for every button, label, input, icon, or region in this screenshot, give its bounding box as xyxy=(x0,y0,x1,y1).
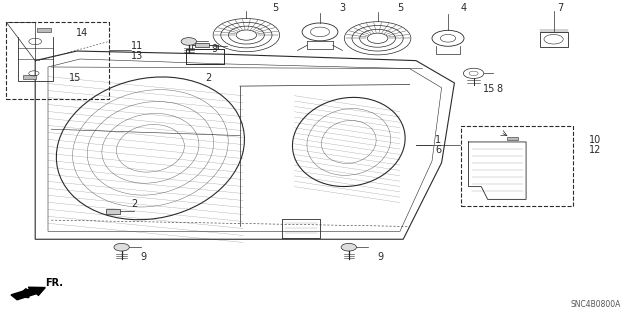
Text: FR.: FR. xyxy=(45,278,63,288)
Bar xyxy=(37,28,51,32)
Bar xyxy=(540,32,568,47)
Circle shape xyxy=(181,38,196,45)
Bar xyxy=(106,209,120,214)
Text: 5: 5 xyxy=(272,3,278,13)
Text: 1: 1 xyxy=(435,135,442,145)
Text: 9: 9 xyxy=(378,252,384,262)
Text: 2: 2 xyxy=(131,199,138,209)
FancyArrow shape xyxy=(11,287,45,300)
Bar xyxy=(507,137,518,140)
Text: 10: 10 xyxy=(589,135,601,145)
Text: 4: 4 xyxy=(461,3,467,13)
Text: 7: 7 xyxy=(557,3,563,13)
Circle shape xyxy=(341,243,356,251)
Text: 9: 9 xyxy=(211,44,218,55)
Text: 12: 12 xyxy=(589,145,601,155)
Text: 3: 3 xyxy=(339,3,346,13)
Circle shape xyxy=(114,243,129,251)
Text: 2: 2 xyxy=(205,73,211,83)
Text: 11: 11 xyxy=(131,41,143,51)
Text: SNC4B0800A: SNC4B0800A xyxy=(570,300,621,309)
Text: 6: 6 xyxy=(435,145,442,155)
Text: 9: 9 xyxy=(141,252,147,262)
Text: 14: 14 xyxy=(76,28,88,39)
Bar xyxy=(195,43,209,47)
Bar xyxy=(23,75,36,79)
Text: 5: 5 xyxy=(397,3,403,13)
Text: 15: 15 xyxy=(68,73,81,83)
Text: 15: 15 xyxy=(483,84,495,94)
Text: 8: 8 xyxy=(496,84,502,94)
Text: 13: 13 xyxy=(131,51,143,61)
